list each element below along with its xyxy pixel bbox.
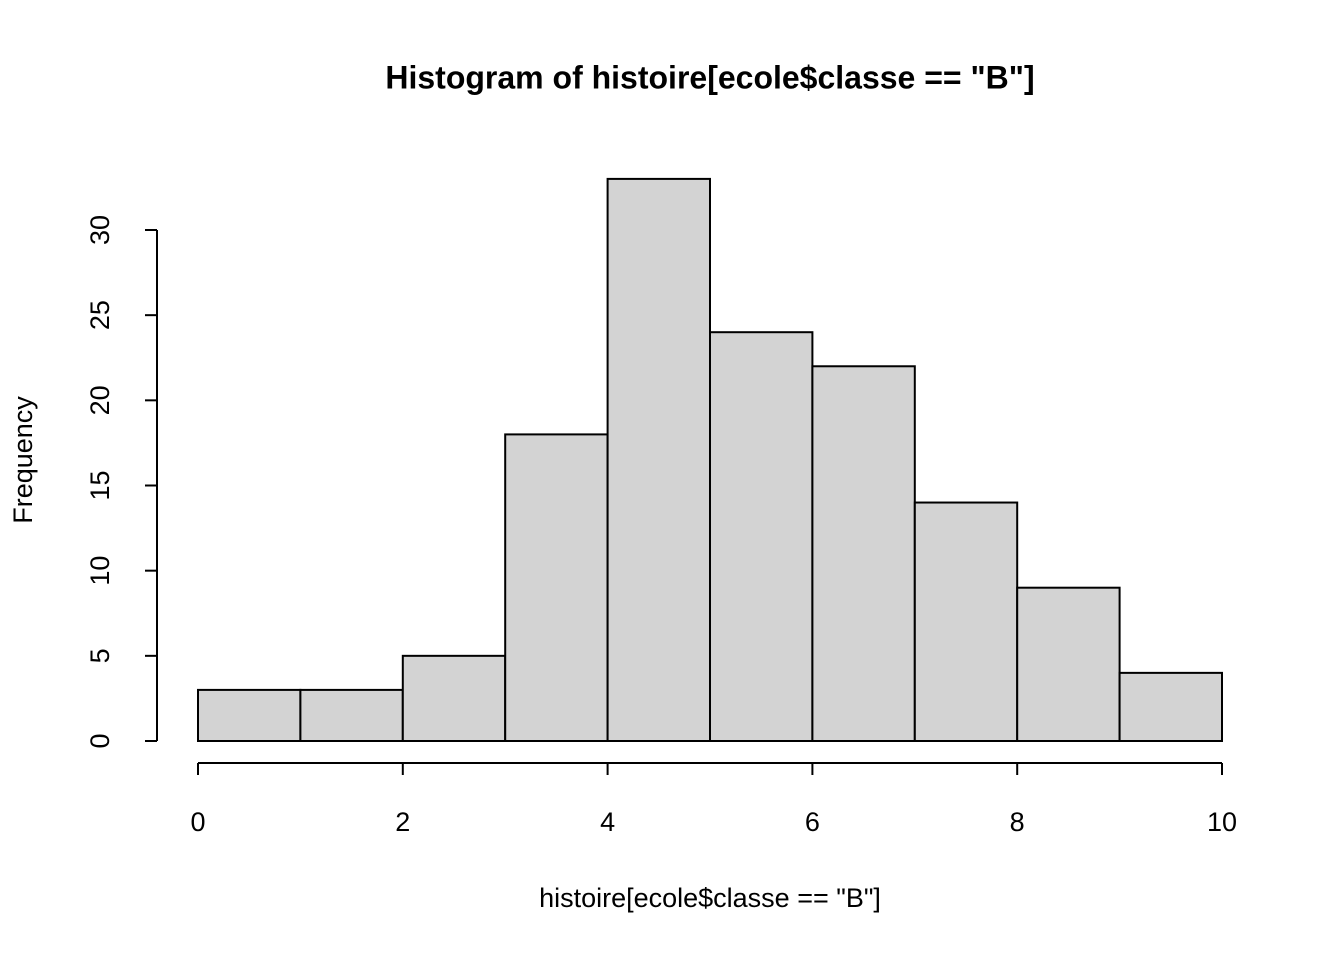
bar <box>197 688 302 743</box>
y-axis-label: Frequency <box>8 396 38 524</box>
y-tick-label: 0 <box>85 733 115 748</box>
bar <box>504 433 609 742</box>
chart-title: Histogram of histoire[ecole$classe == "B… <box>385 59 1034 95</box>
x-tick-label: 4 <box>600 807 615 837</box>
bar <box>811 365 916 742</box>
x-tick-label: 6 <box>805 807 820 837</box>
y-tick-label: 25 <box>85 300 115 330</box>
bar <box>1016 586 1121 743</box>
y-tick-label: 20 <box>85 385 115 415</box>
y-tick-label: 10 <box>85 556 115 586</box>
y-tick-label: 15 <box>85 470 115 500</box>
x-tick-label: 0 <box>190 807 205 837</box>
y-tick-label: 30 <box>85 215 115 245</box>
x-tick-label: 10 <box>1207 807 1237 837</box>
x-tick-label: 8 <box>1010 807 1025 837</box>
bar <box>913 501 1019 742</box>
y-tick-label: 5 <box>85 648 115 663</box>
x-axis-label: histoire[ecole$classe == "B"] <box>539 883 881 913</box>
x-tick-label: 2 <box>395 807 410 837</box>
bar <box>299 688 404 743</box>
bar <box>401 654 507 742</box>
bar <box>606 177 711 742</box>
bar <box>709 331 814 742</box>
bar <box>1118 671 1223 742</box>
